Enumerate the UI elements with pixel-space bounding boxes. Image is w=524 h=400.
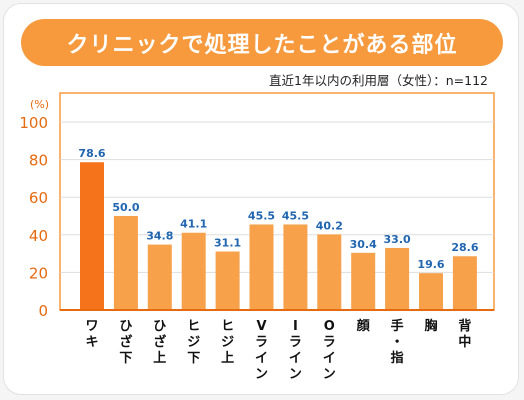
bar xyxy=(317,234,342,310)
chart-subtitle: 直近1年以内の利用層（女性）：n=112 xyxy=(269,73,488,88)
category-label: 手・指 xyxy=(391,318,404,366)
y-tick-label: 40 xyxy=(29,227,48,245)
category-label: ヒジ下 xyxy=(187,319,200,366)
value-label: 45.5 xyxy=(248,209,275,222)
value-label: 31.1 xyxy=(214,237,241,250)
bar xyxy=(351,252,376,310)
category-label: ひざ上 xyxy=(153,319,166,366)
y-tick-label: 20 xyxy=(29,264,48,282)
category-label: V ライン xyxy=(255,319,268,382)
y-axis-label: (%) xyxy=(30,98,49,111)
bar xyxy=(80,162,104,310)
bar xyxy=(215,251,240,310)
bar xyxy=(419,273,443,310)
category-label: I ライン xyxy=(289,319,302,382)
category-label: ヒジ上 xyxy=(221,319,234,366)
category-label: ワキ xyxy=(85,319,98,350)
value-label: 28.6 xyxy=(451,241,478,254)
value-label: 78.6 xyxy=(78,147,105,160)
value-label: 19.6 xyxy=(417,258,444,271)
y-tick-label: 60 xyxy=(29,189,48,207)
value-label: 33.0 xyxy=(384,233,411,246)
value-label: 40.2 xyxy=(316,219,343,232)
y-tick-label: 0 xyxy=(38,302,48,320)
bar xyxy=(283,224,308,310)
bar xyxy=(147,244,172,310)
bar xyxy=(249,224,274,310)
bar xyxy=(385,247,410,310)
bar xyxy=(181,232,206,310)
category-label: ひざ下 xyxy=(119,319,132,366)
bar xyxy=(113,216,138,310)
value-label: 34.8 xyxy=(146,230,173,243)
category-label: 胸 xyxy=(424,318,437,334)
y-tick-label: 80 xyxy=(29,152,48,170)
category-label: 顔 xyxy=(356,318,371,334)
category-label: O ライン xyxy=(323,319,336,382)
value-label: 30.4 xyxy=(350,238,377,251)
value-label: 45.5 xyxy=(282,209,309,222)
category-label: 背中 xyxy=(458,318,471,350)
bar xyxy=(452,256,477,310)
chart-title: クリニックで処理したことがある部位 xyxy=(21,19,503,66)
value-label: 50.0 xyxy=(112,201,139,214)
value-label: 41.1 xyxy=(180,218,207,231)
y-tick-label: 100 xyxy=(19,114,48,132)
